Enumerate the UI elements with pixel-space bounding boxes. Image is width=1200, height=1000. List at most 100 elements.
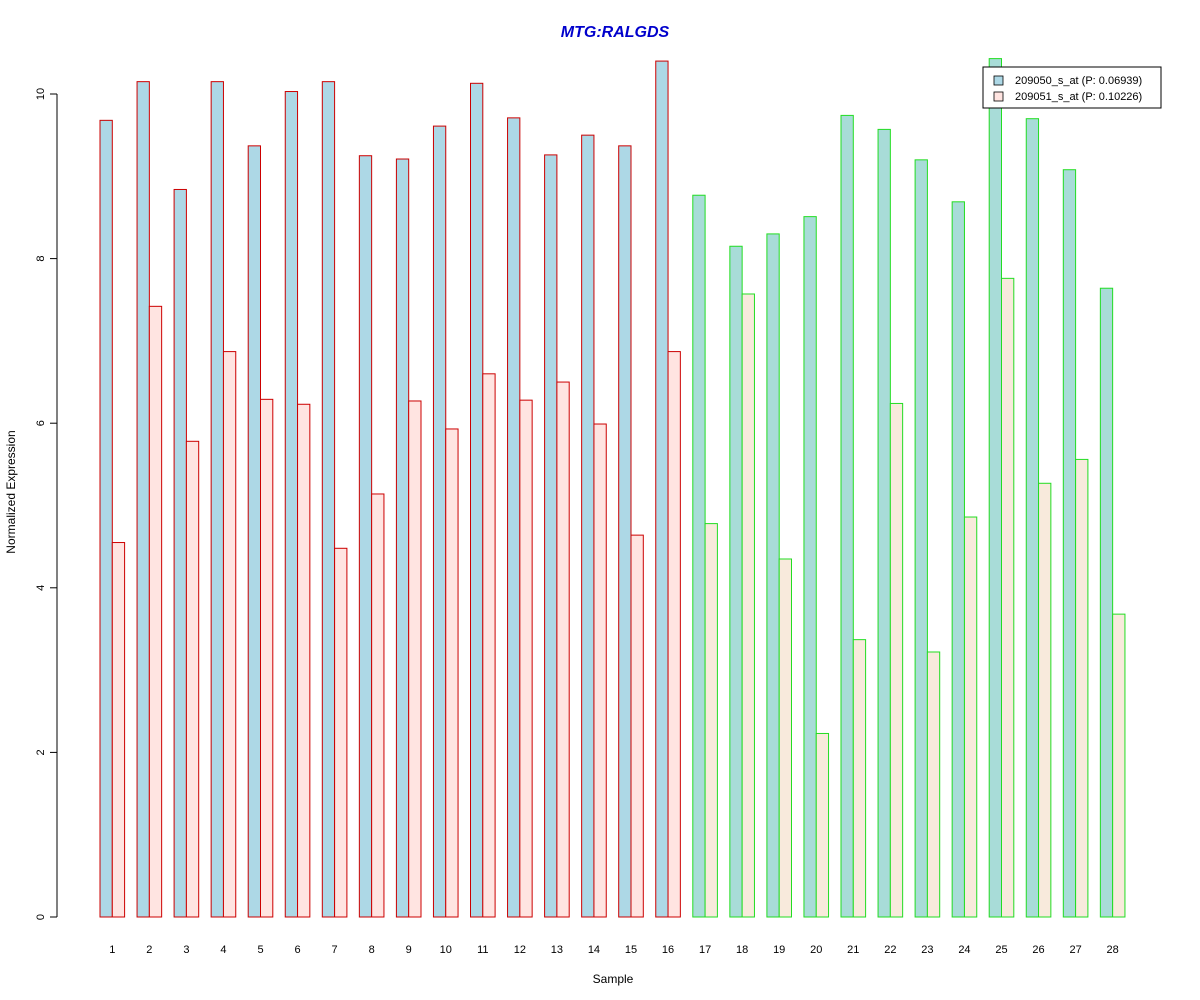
x-tick-label: 21	[847, 944, 859, 956]
bar-series-2-sample-15	[630, 534, 644, 918]
y-tick-label: 0	[35, 914, 47, 920]
bar-series-2-sample-18	[741, 293, 755, 918]
x-tick-label: 1	[109, 944, 115, 956]
bar-series-1-sample-16	[655, 60, 669, 918]
y-axis-title: Normalized Expression	[4, 430, 18, 553]
bar-series-1-sample-6	[284, 91, 299, 918]
bar-series-1-sample-22	[877, 128, 891, 918]
x-tick-label: 4	[220, 944, 226, 956]
x-tick-label: 23	[921, 944, 933, 956]
bar-series-2-sample-4	[222, 351, 237, 918]
bar-series-1-sample-10	[432, 125, 447, 918]
legend-box	[982, 66, 1162, 109]
bar-series-2-sample-26	[1038, 482, 1052, 918]
bar-series-1-sample-12	[507, 117, 521, 918]
x-tick-label: 12	[514, 944, 526, 956]
x-tick-label: 22	[884, 944, 896, 956]
y-tick-label: 6	[35, 420, 47, 426]
bar-series-2-sample-22	[889, 402, 904, 918]
bar-series-2-sample-27	[1075, 458, 1089, 918]
x-tick-label: 20	[810, 944, 822, 956]
x-tick-label: 16	[662, 944, 674, 956]
bar-series-1-sample-20	[803, 216, 817, 918]
y-tick-label: 10	[35, 88, 47, 100]
bar-series-2-sample-8	[371, 493, 385, 918]
x-tick-label: 13	[551, 944, 563, 956]
bar-series-2-sample-28	[1112, 613, 1126, 918]
chart-title: MTG:RALGDS	[561, 24, 670, 41]
y-tick-label: 4	[35, 585, 47, 591]
legend-swatch-series-1	[993, 75, 1004, 86]
bar-series-2-sample-19	[778, 558, 793, 918]
bar-series-2-sample-14	[593, 423, 607, 918]
bar-series-2-sample-6	[297, 403, 311, 918]
bar-series-1-sample-7	[321, 81, 336, 918]
x-tick-label: 9	[406, 944, 412, 956]
bar-series-1-sample-14	[581, 134, 595, 918]
bar-series-1-sample-25	[988, 58, 1003, 918]
bar-series-1-sample-18	[729, 245, 743, 918]
bar-series-1-sample-27	[1062, 169, 1077, 918]
x-tick-label: 24	[958, 944, 970, 956]
bar-series-2-sample-1	[111, 542, 126, 918]
x-tick-label: 19	[773, 944, 785, 956]
bar-series-1-sample-26	[1025, 118, 1040, 918]
bar-series-2-sample-20	[815, 732, 830, 918]
x-tick-label: 25	[995, 944, 1007, 956]
bar-series-2-sample-3	[185, 440, 200, 918]
bar-series-1-sample-1	[99, 119, 113, 918]
bar-series-1-sample-19	[766, 233, 780, 918]
x-tick-label: 14	[588, 944, 600, 956]
x-tick-label: 18	[736, 944, 748, 956]
bar-series-2-sample-25	[1001, 277, 1015, 918]
legend-label-series-1: 209050_s_at (P: 0.06939)	[1015, 75, 1142, 87]
x-axis-title: Sample	[593, 972, 634, 986]
bar-series-2-sample-17	[704, 523, 718, 918]
bar-series-2-sample-23	[926, 651, 941, 918]
bar-series-1-sample-4	[210, 81, 224, 918]
legend: 209050_s_at (P: 0.06939) 209051_s_at (P:…	[982, 66, 1162, 109]
legend-label-series-2: 209051_s_at (P: 0.10226)	[1015, 91, 1142, 103]
bar-series-1-sample-2	[136, 81, 150, 918]
x-tick-label: 5	[257, 944, 263, 956]
bar-series-2-sample-21	[852, 639, 867, 918]
y-axis: 0 2 4 6 8 10	[35, 88, 58, 920]
x-tick-label: 8	[369, 944, 375, 956]
bar-series-2-sample-9	[408, 400, 422, 918]
bar-series-2-sample-7	[334, 547, 348, 918]
x-tick-labels: 1 2 3 4 5 6 7 8 9 10 11 12 13 14 15 16 17 18 19 20 21 22 23 24 2…	[109, 944, 1119, 956]
bar-series-1-sample-13	[544, 154, 558, 918]
x-tick-label: 10	[440, 944, 452, 956]
x-tick-label: 3	[183, 944, 189, 956]
bar-series-2-sample-10	[445, 428, 459, 918]
bar-series-1-sample-17	[692, 194, 706, 918]
x-tick-label: 15	[625, 944, 637, 956]
x-tick-label: 2	[146, 944, 152, 956]
y-tick-label: 2	[35, 749, 47, 755]
bar-series-1-sample-23	[914, 159, 928, 918]
bar-series-2-sample-24	[963, 516, 978, 918]
x-tick-label: 11	[477, 944, 488, 956]
bar-series-2-sample-2	[148, 305, 163, 918]
y-tick-label: 8	[35, 256, 47, 262]
bar-series-1-sample-24	[951, 201, 965, 918]
x-tick-label: 17	[699, 944, 711, 956]
bars-group	[99, 58, 1126, 918]
x-tick-label: 26	[1032, 944, 1044, 956]
x-tick-label: 6	[294, 944, 300, 956]
x-tick-label: 27	[1069, 944, 1081, 956]
bar-series-2-sample-11	[482, 373, 496, 918]
bar-series-1-sample-9	[395, 158, 410, 918]
bar-series-1-sample-8	[358, 155, 373, 918]
bar-series-2-sample-12	[519, 399, 533, 918]
bar-series-1-sample-5	[247, 145, 261, 918]
x-tick-label: 28	[1107, 944, 1119, 956]
bar-series-2-sample-13	[556, 381, 570, 918]
bar-series-1-sample-11	[470, 82, 484, 918]
bar-series-1-sample-3	[173, 188, 187, 918]
bar-series-1-sample-21	[840, 114, 854, 918]
legend-swatch-series-2	[993, 91, 1004, 102]
bar-series-1-sample-15	[618, 145, 632, 918]
bar-series-2-sample-16	[667, 351, 681, 918]
